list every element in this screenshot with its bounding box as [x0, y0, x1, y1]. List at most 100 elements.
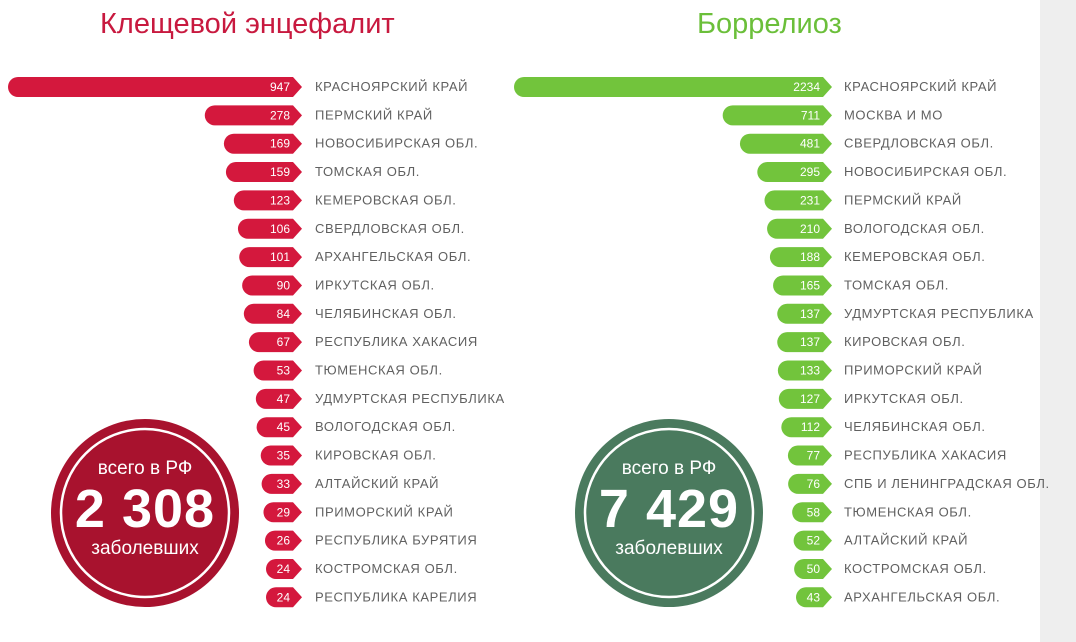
encephalitis-bar-value-label: 67 — [277, 335, 291, 349]
borreliosis-bar — [777, 360, 832, 381]
encephalitis-bar — [204, 105, 302, 126]
encephalitis-bar — [266, 587, 302, 608]
borreliosis-bar-value-label: 188 — [800, 250, 820, 264]
borreliosis-bar-value-label: 50 — [807, 562, 821, 576]
encephalitis-region-label: РЕСПУБЛИКА ХАКАСИЯ — [315, 334, 478, 349]
borreliosis-region-label: ТОМСКАЯ ОБЛ. — [844, 277, 949, 292]
encephalitis-region-label: УДМУРТСКАЯ РЕСПУБЛИКА — [315, 391, 505, 406]
encephalitis-bar-value-label: 101 — [270, 250, 290, 264]
encephalitis-total-circle — [51, 419, 239, 607]
encephalitis-chart-title: Клещевой энцефалит — [100, 8, 395, 40]
encephalitis-total-block: всего в РФ 2 308 заболевших — [60, 458, 230, 560]
borreliosis-region-label: ЧЕЛЯБИНСКАЯ ОБЛ. — [844, 419, 986, 434]
encephalitis-region-label: РЕСПУБЛИКА КАРЕЛИЯ — [315, 589, 477, 604]
borreliosis-bar-value-label: 43 — [807, 590, 821, 604]
borreliosis-bar — [739, 133, 832, 154]
encephalitis-region-label: КРАСНОЯРСКИЙ КРАЙ — [315, 79, 468, 94]
borreliosis-bar-value-label: 711 — [801, 108, 820, 122]
borreliosis-bar-value-label: 133 — [800, 364, 820, 378]
encephalitis-bar — [253, 360, 302, 381]
encephalitis-bar — [264, 530, 302, 551]
borreliosis-region-label: ИРКУТСКАЯ ОБЛ. — [844, 391, 964, 406]
borreliosis-region-label: КЕМЕРОВСКАЯ ОБЛ. — [844, 249, 986, 264]
borreliosis-bar — [794, 558, 832, 579]
borreliosis-total-circle — [575, 419, 763, 607]
encephalitis-bar — [248, 332, 302, 353]
borreliosis-region-label: ВОЛОГОДСКАЯ ОБЛ. — [844, 221, 985, 236]
borreliosis-bar — [781, 417, 832, 438]
borreliosis-bar-value-label: 137 — [800, 307, 820, 321]
encephalitis-bar-value-label: 33 — [277, 477, 291, 491]
encephalitis-bar-value-label: 90 — [277, 278, 291, 292]
encephalitis-bar-value-label: 169 — [270, 137, 290, 151]
encephalitis-bar-value-label: 24 — [277, 562, 291, 576]
encephalitis-total-bottom-label: заболевших — [91, 538, 199, 559]
encephalitis-total-circle-ring — [59, 427, 231, 599]
encephalitis-bar — [233, 190, 302, 211]
encephalitis-region-label: АРХАНГЕЛЬСКАЯ ОБЛ. — [315, 249, 471, 264]
borreliosis-bar — [514, 77, 832, 97]
borreliosis-region-label: СВЕРДЛОВСКАЯ ОБЛ. — [844, 136, 994, 151]
encephalitis-region-label: АЛТАЙСКИЙ КРАЙ — [315, 476, 439, 491]
encephalitis-bar-value-label: 29 — [277, 505, 291, 519]
encephalitis-region-label: КЕМЕРОВСКАЯ ОБЛ. — [315, 192, 457, 207]
encephalitis-bar — [223, 133, 302, 154]
borreliosis-bar — [769, 247, 832, 268]
borreliosis-total-circle-ring — [583, 427, 755, 599]
borreliosis-region-label: КИРОВСКАЯ ОБЛ. — [844, 334, 965, 349]
borreliosis-total-block: всего в РФ 7 429 заболевших — [584, 458, 754, 560]
encephalitis-bar-value-label: 278 — [270, 108, 290, 122]
encephalitis-bar-value-label: 35 — [277, 449, 291, 463]
borreliosis-bar — [777, 303, 832, 324]
borreliosis-bar — [787, 445, 832, 466]
borreliosis-region-label: АРХАНГЕЛЬСКАЯ ОБЛ. — [844, 589, 1000, 604]
borreliosis-bar-value-label: 295 — [800, 165, 820, 179]
encephalitis-region-label: ПЕРМСКИЙ КРАЙ — [315, 107, 433, 122]
encephalitis-bar-value-label: 45 — [277, 420, 291, 434]
encephalitis-bar-value-label: 47 — [277, 392, 291, 406]
encephalitis-bar-value-label: 106 — [270, 222, 290, 236]
encephalitis-region-label: ТЮМЕНСКАЯ ОБЛ. — [315, 363, 443, 378]
encephalitis-region-label: КОСТРОМСКАЯ ОБЛ. — [315, 561, 458, 576]
encephalitis-bar — [242, 275, 302, 296]
borreliosis-region-label: СПБ И ЛЕНИНГРАДСКАЯ ОБЛ. — [844, 476, 1050, 491]
right-edge-strip — [1040, 0, 1076, 642]
borreliosis-region-label: КОСТРОМСКАЯ ОБЛ. — [844, 561, 987, 576]
borreliosis-bar-value-label: 52 — [807, 534, 821, 548]
encephalitis-bar — [225, 162, 302, 183]
encephalitis-bar — [239, 247, 302, 268]
encephalitis-bar — [8, 77, 303, 97]
encephalitis-region-label: НОВОСИБИРСКАЯ ОБЛ. — [315, 136, 478, 151]
borreliosis-total-value: 7 429 — [598, 479, 740, 539]
encephalitis-bar — [263, 502, 302, 523]
borreliosis-region-label: УДМУРТСКАЯ РЕСПУБЛИКА — [844, 306, 1034, 321]
encephalitis-region-label: ВОЛОГОДСКАЯ ОБЛ. — [315, 419, 456, 434]
encephalitis-region-label: ПРИМОРСКИЙ КРАЙ — [315, 504, 453, 519]
encephalitis-region-label: КИРОВСКАЯ ОБЛ. — [315, 448, 436, 463]
encephalitis-bar — [237, 218, 302, 239]
borreliosis-bar-value-label: 137 — [800, 335, 820, 349]
borreliosis-bar — [788, 473, 832, 494]
borreliosis-region-label: КРАСНОЯРСКИЙ КРАЙ — [844, 79, 997, 94]
encephalitis-bar-value-label: 947 — [270, 80, 290, 94]
borreliosis-bar-value-label: 76 — [807, 477, 821, 491]
borreliosis-region-label: АЛТАЙСКИЙ КРАЙ — [844, 533, 968, 548]
encephalitis-bar-value-label: 24 — [277, 590, 291, 604]
borreliosis-bar-value-label: 165 — [800, 278, 820, 292]
borreliosis-region-label: МОСКВА И МО — [844, 107, 943, 122]
borreliosis-bar — [773, 275, 832, 296]
borreliosis-region-label: НОВОСИБИРСКАЯ ОБЛ. — [844, 164, 1007, 179]
borreliosis-region-label: ПРИМОРСКИЙ КРАЙ — [844, 363, 982, 378]
encephalitis-region-label: РЕСПУБЛИКА БУРЯТИЯ — [315, 533, 477, 548]
borreliosis-total-top-label: всего в РФ — [621, 458, 717, 479]
borreliosis-bar-value-label: 231 — [800, 193, 820, 207]
borreliosis-bar — [792, 502, 832, 523]
borreliosis-bar-value-label: 77 — [807, 449, 821, 463]
borreliosis-bar — [764, 190, 832, 211]
borreliosis-bar-value-label: 112 — [801, 420, 820, 434]
borreliosis-bar-value-label: 481 — [800, 137, 820, 151]
borreliosis-bar-value-label: 210 — [800, 222, 820, 236]
borreliosis-region-label: ПЕРМСКИЙ КРАЙ — [844, 192, 962, 207]
encephalitis-bar-value-label: 159 — [270, 165, 290, 179]
borreliosis-bar — [778, 388, 832, 409]
